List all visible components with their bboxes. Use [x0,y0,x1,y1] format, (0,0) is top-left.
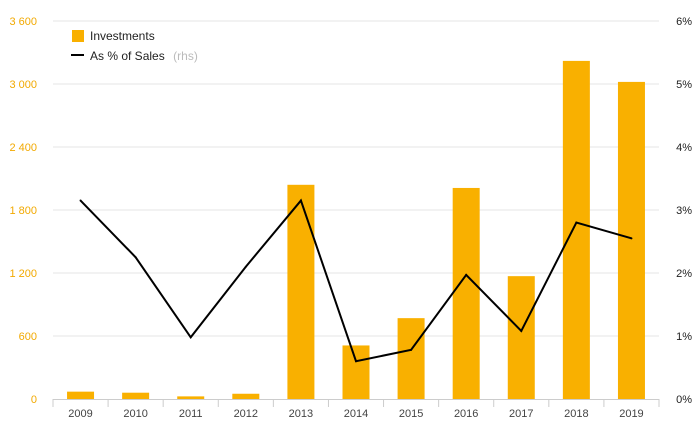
x-tick-label: 2018 [564,408,588,420]
line-point [630,237,633,240]
x-tick-label: 2014 [344,408,368,420]
bar [617,81,645,400]
line-series-percent-of-sales [79,198,633,363]
x-tick-label: 2009 [68,408,92,420]
x-tick-label: 2015 [399,408,423,420]
right-y-tick-label: 2% [676,268,692,280]
bar [452,187,480,399]
left-y-tick-label: 2 400 [9,142,37,154]
bar [562,60,590,400]
x-axis: 2009 2010 2011 2012 2013 2014 2015 2016 2017 2018… [52,399,660,420]
legend-label-percent-of-sales-suffix: (rhs) [173,49,198,63]
line-point [465,273,468,276]
bar [397,318,425,399]
bar [232,393,260,399]
legend-swatch-investments [72,30,84,42]
legend-label-investments: Investments [90,29,155,43]
x-tick-label: 2016 [454,408,478,420]
bar-series-investments [67,60,645,400]
left-y-tick-label: 1 800 [9,205,37,217]
left-y-tick-label: 600 [19,331,37,343]
x-tick-label: 2017 [509,408,533,420]
left-y-tick-label: 0 [31,394,37,406]
bar [122,392,150,399]
x-tick-label: 2012 [234,408,258,420]
right-y-tick-label: 5% [676,79,692,91]
line-point [134,256,137,259]
right-y-tick-label: 0% [676,394,692,406]
line-point [244,265,247,268]
legend: Investments As % of Sales (rhs) [71,29,198,64]
line-point [79,199,82,202]
bar [67,391,95,399]
legend-label-percent-of-sales: As % of Sales (rhs) [90,47,198,64]
bar [507,276,535,399]
line-point [520,329,523,332]
bar [342,345,370,399]
left-y-tick-label: 3 600 [9,16,37,28]
right-y-tick-label: 6% [676,16,692,28]
right-y-tick-label: 4% [676,142,692,154]
x-tick-label: 2011 [179,408,203,420]
legend-label-percent-of-sales-name: As % of Sales [90,49,165,63]
left-y-tick-label: 3 000 [9,79,37,91]
right-y-axis: 0% 1% 2% 3% 4% 5% 6% [676,16,692,406]
right-y-tick-label: 1% [676,331,692,343]
x-tick-label: 2019 [619,408,643,420]
left-y-axis: 0 600 1 200 1 800 2 400 3 000 3 600 [9,16,37,406]
line-point [410,348,413,351]
right-y-tick-label: 3% [676,205,692,217]
line-point [355,360,357,363]
x-tick-label: 2010 [123,408,147,420]
x-tick-label: 2013 [289,408,313,420]
left-y-tick-label: 1 200 [9,268,37,280]
bar [287,184,315,399]
bar [177,396,205,399]
line-point [299,199,302,202]
line-point [575,221,578,224]
gridlines [53,20,659,337]
line-point [189,336,192,339]
series-line [79,198,632,363]
